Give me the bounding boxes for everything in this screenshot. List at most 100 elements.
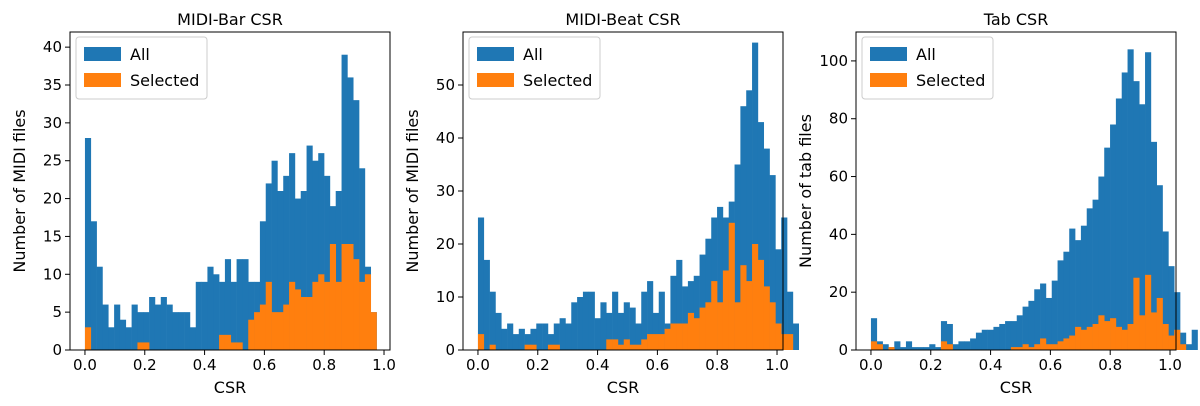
bar-all	[335, 191, 342, 350]
bar-all	[682, 286, 689, 350]
bar-selected	[335, 281, 342, 350]
bar-all	[1069, 228, 1076, 350]
bar-all	[629, 307, 636, 350]
chart-title: Tab CSR	[983, 10, 1049, 29]
legend-swatch-selected	[477, 73, 514, 87]
bar-all	[647, 281, 654, 350]
bar-all	[90, 221, 97, 350]
bar-selected	[652, 334, 660, 350]
bar-all	[717, 206, 724, 350]
bar-all	[289, 153, 296, 350]
bar-all	[1045, 297, 1053, 350]
bar-selected	[763, 286, 770, 350]
bar-selected	[1174, 329, 1181, 350]
bar-all	[359, 168, 366, 350]
bar-all	[606, 312, 613, 350]
bar-selected	[1034, 344, 1041, 350]
bar-all	[219, 281, 226, 350]
bar-selected	[870, 341, 878, 350]
bar-all	[757, 122, 765, 350]
bar-selected	[740, 265, 747, 350]
bar-selected	[324, 281, 331, 350]
bar-selected	[248, 319, 255, 350]
bar-selected	[236, 342, 243, 350]
axes-frame	[69, 31, 391, 351]
bar-all	[489, 291, 496, 350]
x-tick-label: 0.4	[979, 356, 1003, 374]
bar-all	[265, 183, 272, 350]
bar-all	[1075, 240, 1082, 350]
series-selected	[477, 222, 794, 350]
bar-all	[1168, 266, 1175, 350]
bar-all	[271, 160, 278, 350]
bar-selected	[341, 244, 348, 350]
bar-all	[353, 100, 360, 351]
series-selected	[84, 244, 377, 350]
bar-selected	[1168, 335, 1175, 350]
bar-all	[283, 175, 290, 350]
bar-selected	[1110, 318, 1117, 350]
bar-selected	[524, 344, 531, 350]
y-tick-label: 10	[436, 288, 455, 306]
x-tick-label: 1.0	[372, 356, 396, 374]
bar-all	[923, 347, 930, 350]
bar-all	[507, 323, 514, 350]
bar-all	[705, 238, 712, 350]
bar-all	[172, 312, 179, 350]
bar-all	[184, 312, 191, 350]
bar-all	[559, 318, 566, 350]
bar-selected	[370, 312, 377, 350]
bar-all	[571, 302, 578, 350]
bar-all	[1115, 98, 1123, 350]
legend-swatch-all	[477, 47, 514, 61]
bar-selected	[312, 281, 319, 350]
legend-swatch-selected	[870, 73, 907, 87]
bar-all	[676, 259, 683, 350]
bar-selected	[143, 342, 150, 350]
bar-selected	[84, 327, 92, 350]
bar-all	[542, 323, 549, 350]
bar-all	[1098, 176, 1105, 350]
bar-all	[1185, 344, 1193, 350]
y-tick-label: 30	[43, 114, 62, 132]
bar-all	[565, 323, 572, 350]
bar-all	[483, 259, 490, 350]
x-tick-label: 0.2	[133, 356, 157, 374]
bar-selected	[318, 274, 325, 350]
bar-all	[935, 347, 942, 350]
y-tick-label: 100	[819, 52, 848, 70]
x-tick-label: 0.2	[919, 356, 943, 374]
bar-all	[114, 304, 121, 350]
bar-all	[242, 259, 249, 350]
bar-selected	[940, 341, 948, 350]
bar-all	[318, 153, 325, 350]
bar-all	[993, 326, 1000, 350]
bar-all	[970, 338, 977, 350]
chart-panel-1: 0.0 0.2 0.4 0.6 0.8 1.0 0 5 10 15 20 25 30 35 40 MIDI-B…	[10, 10, 396, 397]
bar-all	[1086, 208, 1093, 350]
bar-selected	[547, 344, 555, 350]
bar-selected	[1127, 323, 1134, 350]
bar-all	[518, 328, 525, 350]
bar-all	[195, 281, 202, 350]
bar-selected	[259, 304, 267, 350]
bar-all	[929, 344, 936, 350]
bar-all	[958, 341, 965, 350]
bar-all	[230, 281, 237, 350]
bar-selected	[224, 334, 232, 350]
x-tick-label: 1.0	[765, 356, 789, 374]
bar-all	[84, 138, 92, 350]
bar-selected	[888, 347, 895, 350]
bar-all	[693, 275, 700, 350]
legend-swatch-all	[84, 47, 121, 61]
bar-selected	[283, 304, 290, 350]
bar-all	[763, 148, 770, 350]
chart-title: MIDI-Bar CSR	[177, 10, 283, 29]
chart-panel-3: 0.0 0.2 0.4 0.6 0.8 1.0 0 20 40 60 80 100 Tab CSR CSR…	[796, 10, 1198, 397]
bar-selected	[1069, 335, 1076, 350]
bar-all	[324, 175, 331, 350]
bar-all	[1057, 260, 1064, 350]
bar-selected	[682, 323, 689, 350]
bar-all	[236, 259, 243, 350]
bar-all	[594, 318, 601, 350]
